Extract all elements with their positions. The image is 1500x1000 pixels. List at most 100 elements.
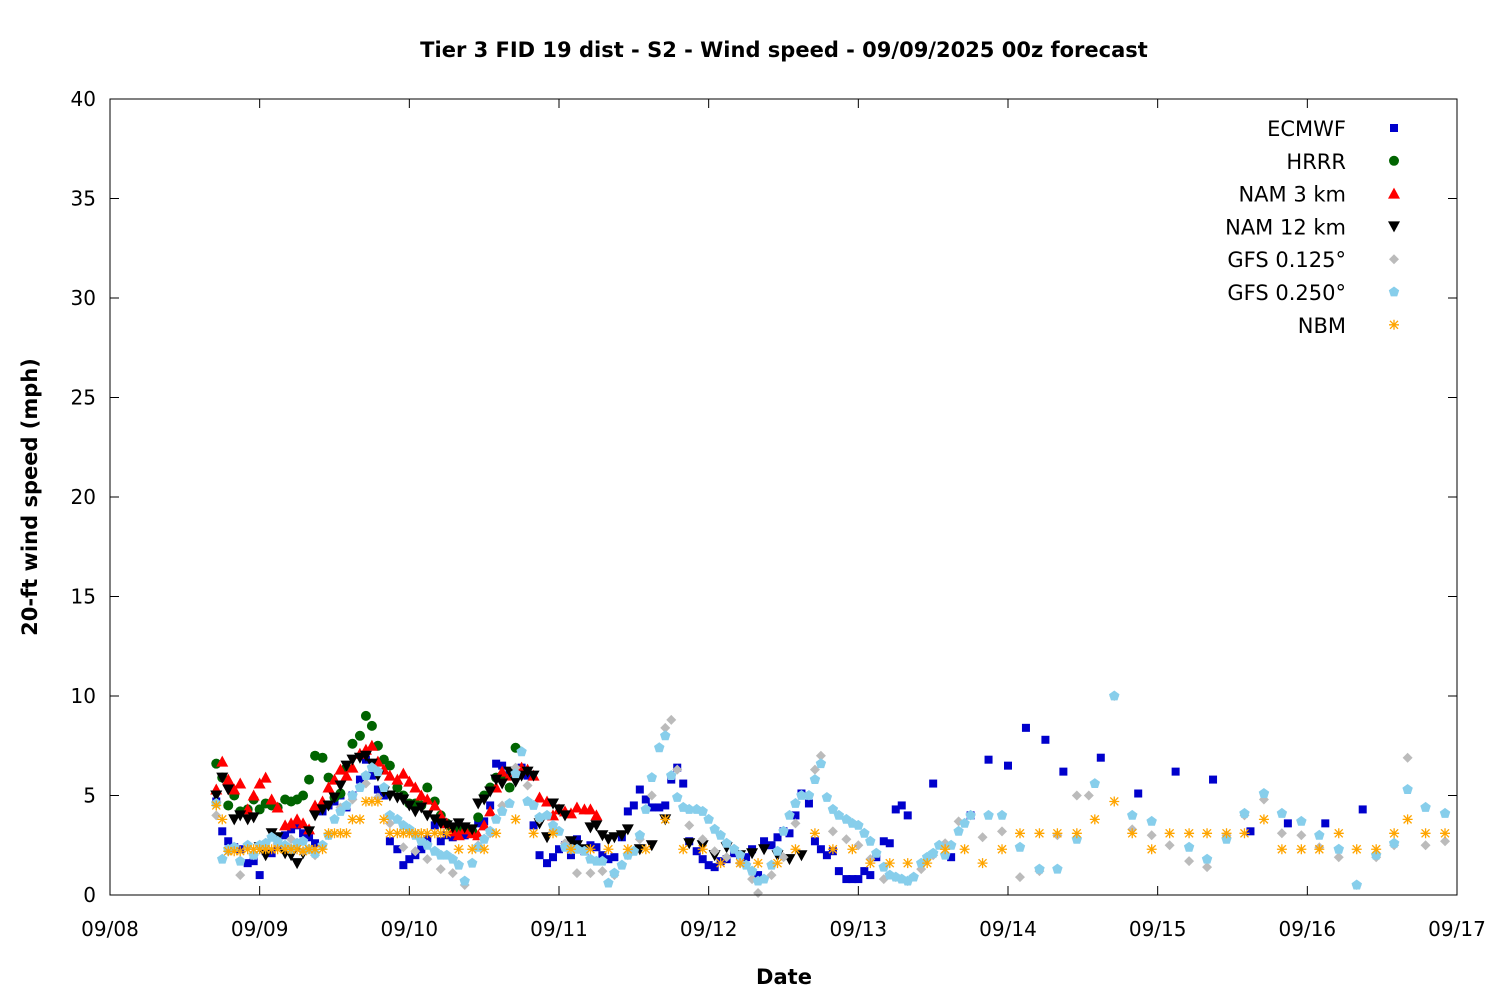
data-point [1258, 788, 1270, 798]
data-point [224, 837, 233, 846]
data-point [285, 817, 298, 829]
data-point [585, 868, 596, 879]
data-point [322, 800, 335, 812]
data-point [422, 828, 433, 839]
data-point [354, 730, 365, 741]
data-point [865, 835, 876, 846]
data-point [1021, 723, 1030, 732]
data-point [1239, 807, 1250, 818]
data-point [1127, 809, 1138, 820]
data-point [615, 830, 628, 842]
data-point [287, 825, 296, 834]
data-point [940, 844, 951, 855]
data-point [1314, 844, 1325, 855]
data-point [815, 758, 827, 769]
data-point [429, 828, 440, 839]
data-point [655, 803, 664, 812]
data-point [473, 812, 484, 823]
data-point [609, 867, 620, 878]
data-point [660, 814, 671, 825]
data-point [1034, 828, 1045, 839]
data-point [222, 773, 235, 785]
data-point [378, 814, 389, 825]
data-point [435, 828, 446, 839]
legend-label: GFS 0.250° [1227, 281, 1346, 305]
data-point [280, 844, 291, 855]
data-point [784, 809, 795, 820]
data-point [385, 837, 394, 846]
data-point [311, 839, 320, 848]
data-point [329, 828, 340, 839]
data-point [778, 825, 789, 836]
data-point [704, 861, 713, 870]
data-point [697, 805, 708, 816]
data-point [328, 792, 341, 804]
data-point [1184, 828, 1195, 839]
data-point [397, 794, 410, 806]
data-point [679, 779, 688, 788]
data-point [310, 844, 321, 855]
y-tick-label: 35 [71, 187, 96, 211]
data-point [535, 851, 544, 860]
data-point [1071, 790, 1082, 801]
data-point [590, 820, 603, 832]
data-point [271, 801, 284, 813]
y-tick-label: 20 [71, 485, 96, 509]
data-point [248, 844, 259, 855]
data-point [1127, 828, 1138, 839]
series-star [211, 796, 1451, 869]
data-point [229, 846, 240, 857]
data-point [1221, 828, 1232, 839]
data-point [684, 820, 695, 831]
data-point [297, 817, 310, 829]
data-point [678, 844, 689, 855]
legend-marker [1388, 221, 1400, 233]
data-point [266, 844, 277, 855]
data-point [334, 780, 347, 792]
data-point [596, 830, 609, 842]
data-point [492, 759, 501, 768]
data-point [547, 798, 560, 810]
data-point [1052, 863, 1063, 874]
data-point [1146, 830, 1157, 841]
data-point [698, 855, 707, 864]
data-point [796, 790, 807, 800]
data-point [322, 781, 335, 793]
data-point [697, 834, 708, 845]
data-point [467, 857, 478, 868]
data-point [393, 845, 402, 854]
data-point [879, 837, 888, 846]
data-point [1420, 840, 1431, 851]
data-point [365, 739, 378, 751]
data-point [735, 858, 746, 869]
data-point [466, 824, 479, 836]
data-point [304, 774, 315, 785]
data-point [234, 810, 247, 822]
data-point [598, 851, 607, 860]
data-point [310, 750, 321, 761]
data-point [509, 776, 522, 788]
data-point [384, 818, 395, 829]
data-point [247, 812, 260, 824]
data-point [210, 790, 223, 802]
data-point [827, 803, 839, 814]
x-tick-label: 09/14 [979, 917, 1037, 941]
y-axis-label: 20-ft wind speed (mph) [18, 358, 42, 636]
data-points [210, 690, 1451, 899]
data-point [622, 844, 633, 855]
data-point [249, 857, 258, 866]
data-point [417, 845, 426, 854]
data-point [853, 819, 864, 830]
data-point [684, 803, 695, 814]
data-point [447, 868, 458, 879]
data-point [1439, 807, 1451, 818]
x-tick-label: 09/13 [830, 917, 888, 941]
data-point [303, 826, 316, 838]
data-point [1440, 836, 1451, 847]
data-point [265, 793, 278, 805]
data-point [360, 770, 372, 780]
data-point [341, 828, 352, 839]
data-point [548, 828, 559, 839]
data-point [728, 843, 740, 854]
